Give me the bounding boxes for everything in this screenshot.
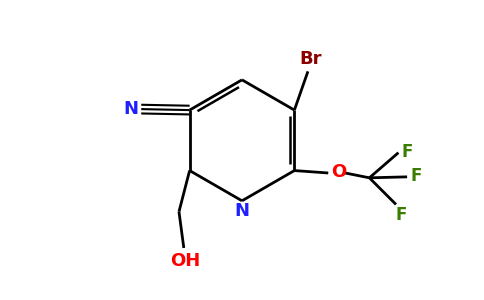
Text: F: F <box>395 206 407 224</box>
Text: Br: Br <box>299 50 321 68</box>
Text: OH: OH <box>170 252 200 270</box>
Text: O: O <box>331 163 347 181</box>
Text: N: N <box>123 100 138 118</box>
Text: F: F <box>410 167 422 185</box>
Text: N: N <box>235 202 249 220</box>
Text: F: F <box>401 143 413 161</box>
